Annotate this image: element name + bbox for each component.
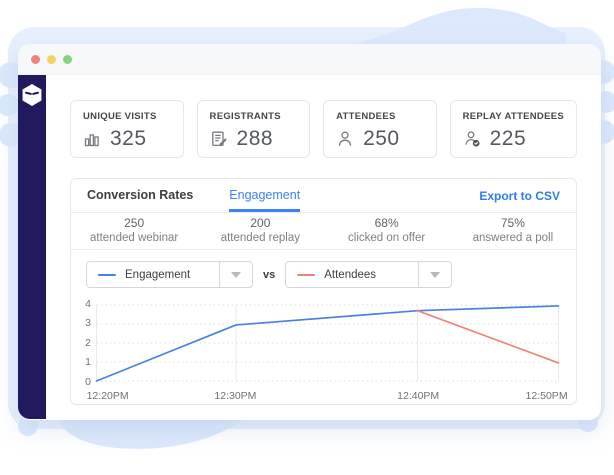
stat-clicked-on-offer: 68% clicked on offer xyxy=(348,215,426,245)
bar-chart-icon xyxy=(84,134,99,147)
select-dropdown-button[interactable] xyxy=(418,262,451,287)
bottom-left-blob xyxy=(58,412,254,449)
stat-card-title: REPLAY ATTENDEES xyxy=(462,111,564,122)
sidebar xyxy=(18,75,46,419)
window-titlebar xyxy=(18,44,601,75)
x-tick-label: 12:20PM xyxy=(86,390,129,402)
select-dropdown-button[interactable] xyxy=(219,262,252,287)
stat-attended-replay: 200 attended replay xyxy=(220,215,301,245)
stat-card-unique-visits: UNIQUE VISITS 325 xyxy=(70,100,184,158)
stat-card-title: UNIQUE VISITS xyxy=(83,111,157,122)
browser-window: UNIQUE VISITS 325 REGISTRANTS xyxy=(18,44,601,420)
series-select-label: Attendees xyxy=(324,268,377,281)
person-icon xyxy=(338,131,352,146)
stat-card-title: REGISTRANTS xyxy=(209,111,281,122)
stat-attended-webinar: 250 attended webinar xyxy=(90,215,179,245)
x-tick-label: 12:40PM xyxy=(397,390,440,402)
stat-card-title: ATTENDEES xyxy=(336,111,396,122)
vs-label: vs xyxy=(263,268,276,281)
y-tick-label: 2 xyxy=(85,336,91,349)
stat-card-value: 225 xyxy=(489,127,527,150)
stat-answered-a-poll: 75% answered a poll xyxy=(472,215,554,245)
x-axis-labels: 12:20PM 12:30PM 12:40PM 12:50PM xyxy=(87,388,568,403)
series-select-attendees[interactable]: Attendees xyxy=(285,261,453,288)
x-tick-label: 12:30PM xyxy=(214,390,257,402)
stat-card-registrants: REGISTRANTS 288 xyxy=(196,100,311,158)
registrants-list-icon xyxy=(211,131,226,147)
y-tick-label: 0 xyxy=(85,375,91,388)
stat-card-value: 250 xyxy=(363,127,400,150)
series-selector-row: Engagement vs Attendees xyxy=(71,250,576,297)
series-color-swatch xyxy=(98,273,116,276)
y-tick-label: 4 xyxy=(85,298,91,310)
series-color-swatch xyxy=(297,273,316,276)
x-tick-label: 12:50PM xyxy=(525,390,568,402)
analytics-panel: Conversion Rates Engagement Export to CS… xyxy=(70,178,577,405)
series-select-engagement[interactable]: Engagement xyxy=(86,261,253,288)
stat-card-value: 288 xyxy=(236,127,274,150)
export-to-csv-link[interactable]: Export to CSV xyxy=(479,188,560,203)
stat-card-attendees: ATTENDEES 250 xyxy=(323,100,437,158)
tab-conversion-rates[interactable]: Conversion Rates xyxy=(87,188,194,202)
stat-card-value: 325 xyxy=(110,127,147,150)
stat-card-replay-attendees: REPLAY ATTENDEES 225 xyxy=(449,100,577,158)
engagement-stats-row: 250 attended webinar 200 attended replay… xyxy=(71,213,576,250)
panel-tab-bar: Conversion Rates Engagement Export to CS… xyxy=(71,179,576,213)
tab-engagement[interactable]: Engagement xyxy=(229,179,301,212)
stat-cards-row: UNIQUE VISITS 325 REGISTRANTS xyxy=(70,100,577,158)
top-right-blob xyxy=(335,8,566,46)
ninja-hexagon-logo-icon xyxy=(22,84,42,106)
series-line-attendees xyxy=(418,311,559,363)
series-select-label: Engagement xyxy=(125,268,191,281)
y-axis-labels: 4 3 2 1 0 xyxy=(79,299,95,387)
y-tick-label: 1 xyxy=(85,356,91,369)
traffic-light-minimize[interactable] xyxy=(47,54,56,64)
traffic-light-close[interactable] xyxy=(31,54,40,64)
dashboard-content: UNIQUE VISITS 325 REGISTRANTS xyxy=(46,75,601,419)
line-chart: 4 3 2 1 0 xyxy=(71,297,576,387)
chevron-down-icon xyxy=(231,271,241,278)
series-line-engagement xyxy=(97,306,559,381)
person-check-icon xyxy=(464,131,480,147)
traffic-light-maximize[interactable] xyxy=(63,54,72,64)
line-chart-svg xyxy=(95,299,560,387)
chevron-down-icon xyxy=(430,271,441,278)
y-tick-label: 3 xyxy=(85,317,91,330)
